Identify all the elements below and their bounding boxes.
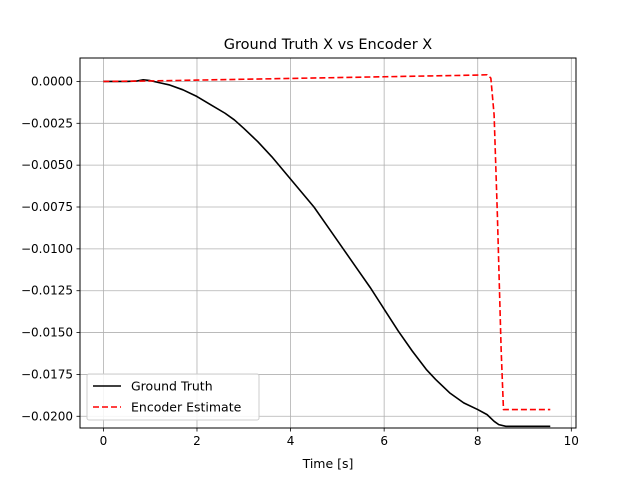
y-tick-label: −0.0200	[21, 409, 73, 423]
y-tick-label: −0.0100	[21, 242, 73, 256]
x-tick-label: 8	[474, 434, 482, 448]
legend-box	[86, 373, 260, 421]
y-tick-label: 0.0000	[31, 74, 73, 88]
series-ground-truth	[103, 78, 551, 428]
x-axis-label: Time [s]	[302, 456, 354, 471]
y-tick-label: −0.0075	[21, 200, 73, 214]
x-tick-label: 10	[564, 434, 579, 448]
legend: Ground Truth Encoder Estimate	[86, 373, 260, 421]
legend-label-encoder-estimate: Encoder Estimate	[131, 400, 242, 415]
chart-title: Ground Truth X vs Encoder X	[224, 37, 432, 53]
grid	[80, 58, 576, 428]
x-tick-label: 6	[380, 434, 388, 448]
y-tick-label: −0.0125	[21, 284, 73, 298]
plot-frame	[79, 57, 577, 429]
x-tick-label: 4	[287, 434, 295, 448]
x-tick-label: 2	[193, 434, 201, 448]
y-tick-label: −0.0050	[21, 158, 73, 172]
y-tick-label: −0.0150	[21, 326, 73, 340]
series-encoder-estimate	[103, 73, 551, 411]
x-tick-label: 0	[100, 434, 108, 448]
y-tick-label: −0.0175	[21, 367, 73, 381]
legend-label-ground-truth: Ground Truth	[131, 379, 213, 394]
ticks: 0 2 4 6 8 10 0.0000 −0.0025 −0.0050 −0.0075 −0.010…	[21, 74, 579, 448]
y-tick-label: −0.0025	[21, 116, 73, 130]
series-layer	[103, 73, 551, 428]
